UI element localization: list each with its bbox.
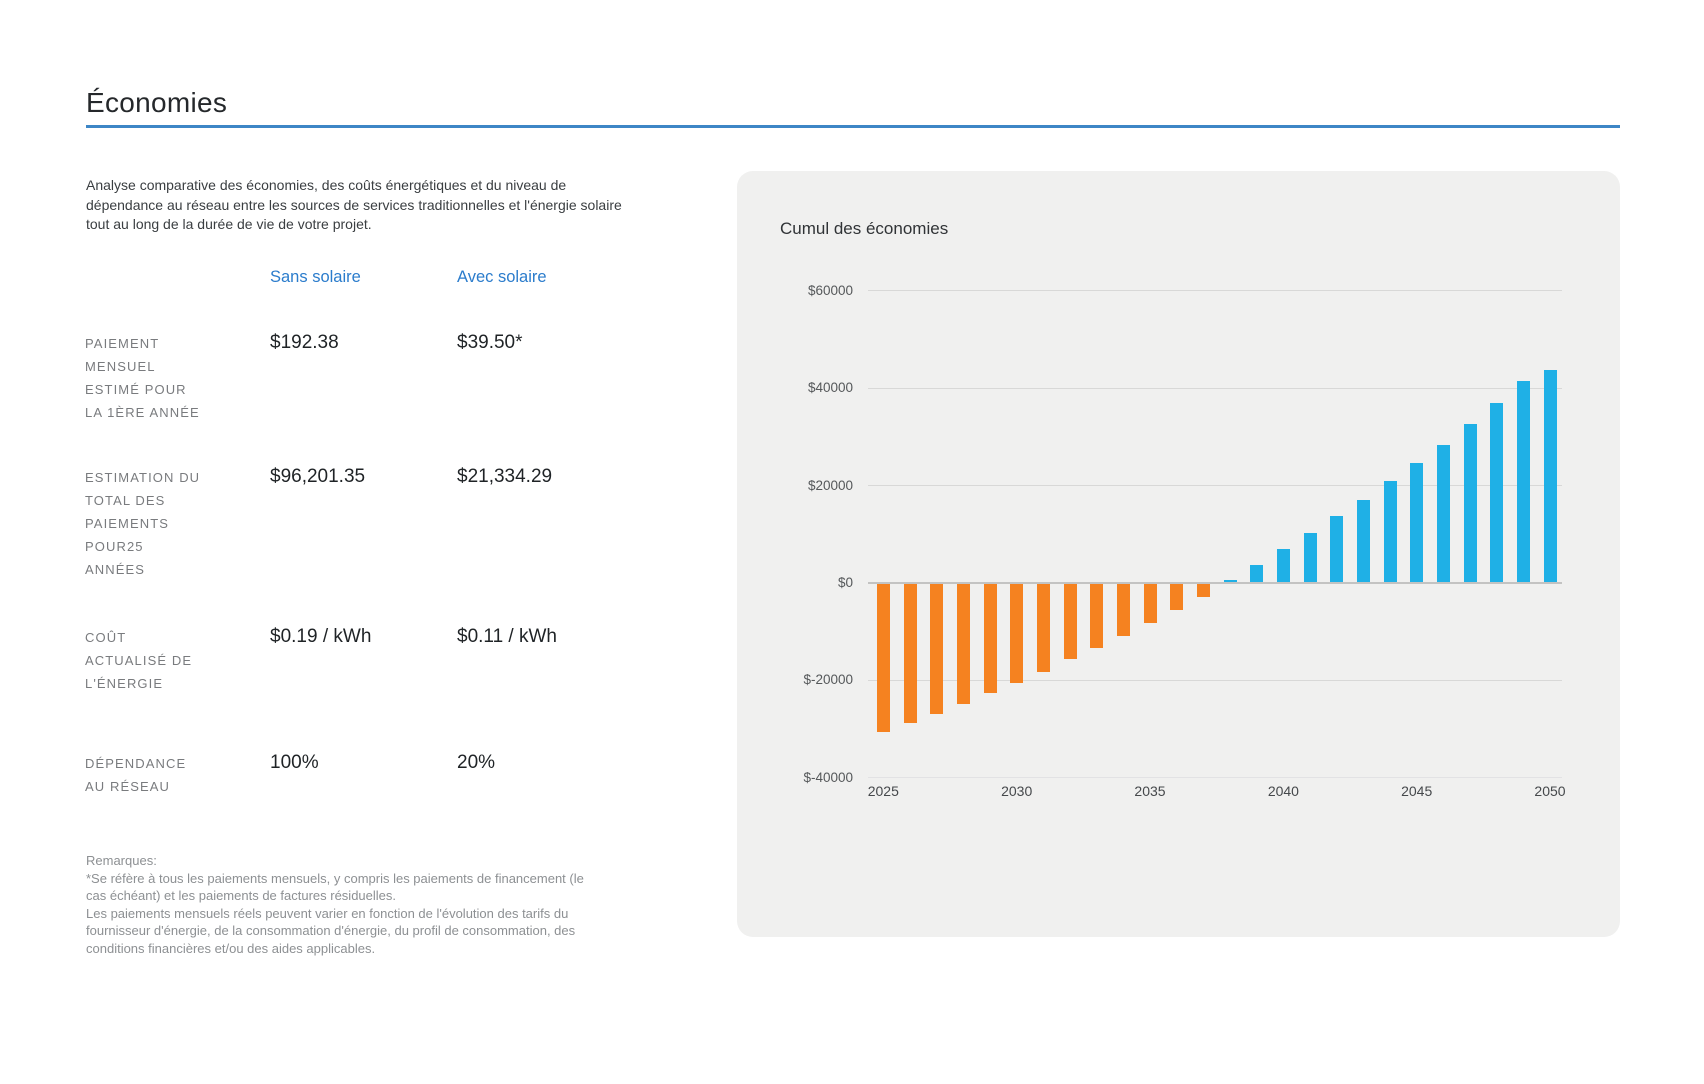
- y-axis-label: $20000: [807, 477, 853, 493]
- bar-year-2048: [1490, 403, 1504, 582]
- row-value-with-solar: $39.50*: [457, 332, 523, 353]
- x-axis-label: 2040: [1267, 783, 1299, 799]
- bar-year-2038: [1223, 579, 1237, 582]
- x-axis-label: 2025: [867, 783, 899, 799]
- page-title: Économies: [86, 86, 228, 118]
- bar-year-2033: [1090, 584, 1104, 648]
- bar-year-2035: [1143, 584, 1157, 623]
- bar-year-2044: [1383, 481, 1397, 582]
- bar-year-2043: [1356, 499, 1370, 582]
- gridline: [868, 582, 1562, 584]
- bar-year-2042: [1330, 516, 1344, 582]
- row-value-without-solar: $96,201.35: [270, 466, 366, 487]
- row-value-without-solar: 100%: [270, 752, 319, 773]
- bar-year-2036: [1170, 584, 1184, 611]
- chart-title: Cumul des économies: [780, 219, 949, 238]
- bar-year-2029: [983, 584, 997, 694]
- bar-year-2034: [1116, 584, 1130, 637]
- row-label-total-payments: ESTIMATION DU TOTAL DES PAIEMENTS POUR25…: [85, 470, 201, 577]
- footnotes: Remarques: *Se réfère à tous les paiemen…: [86, 853, 584, 956]
- x-axis-label: 2045: [1401, 783, 1433, 799]
- row-label-grid-dependence: DÉPENDANCE AU RÉSEAU: [85, 756, 187, 794]
- intro-text: Analyse comparative des économies, des c…: [86, 177, 622, 232]
- bar-year-2039: [1250, 565, 1264, 582]
- column-header-without-solar: Sans solaire: [270, 268, 361, 286]
- gridline: [868, 777, 1562, 779]
- bar-year-2031: [1036, 584, 1050, 672]
- gridline: [868, 290, 1562, 292]
- x-axis-label: 2030: [1001, 783, 1033, 799]
- bar-year-2041: [1303, 532, 1317, 582]
- title-underline: [86, 125, 1620, 128]
- x-axis-label: 2035: [1134, 783, 1166, 799]
- y-axis-label: $40000: [807, 380, 853, 396]
- gridline: [868, 679, 1562, 681]
- bar-year-2045: [1410, 463, 1424, 582]
- bar-year-2040: [1276, 548, 1290, 582]
- y-axis-label: $-40000: [803, 769, 853, 785]
- gridline: [868, 485, 1562, 487]
- x-axis-label: 2050: [1534, 783, 1566, 799]
- row-value-with-solar: 20%: [457, 752, 496, 773]
- bar-year-2028: [956, 584, 970, 705]
- bar-year-2037: [1196, 584, 1210, 598]
- row-label-energy-cost: COÛT ACTUALISÉ DE L'ÉNERGIE: [85, 630, 193, 691]
- y-axis-label: $-20000: [803, 672, 853, 688]
- bar-year-2030: [1010, 584, 1024, 683]
- bar-year-2025: [876, 584, 890, 733]
- y-axis-label: $0: [837, 575, 853, 590]
- bar-year-2027: [930, 584, 944, 715]
- bar-year-2046: [1436, 445, 1450, 582]
- gridline: [868, 387, 1562, 389]
- bar-year-2026: [903, 584, 917, 723]
- row-value-without-solar: $0.19 / kWh: [270, 626, 372, 647]
- cumulative-savings-chart-panel: Cumul des économies $60000 $40000 $20000 $0…: [737, 171, 1620, 937]
- bar-year-2032: [1063, 584, 1077, 659]
- y-axis-label: $60000: [807, 282, 853, 298]
- row-value-with-solar: $21,334.29: [457, 466, 553, 487]
- bar-year-2047: [1463, 424, 1477, 582]
- row-label-monthly-payment: PAIEMENT MENSUEL ESTIMÉ POUR LA 1ÈRE ANN…: [85, 336, 200, 420]
- row-value-with-solar: $0.11 / kWh: [457, 626, 557, 647]
- bar-year-2050: [1543, 369, 1557, 582]
- bar-year-2049: [1516, 381, 1530, 582]
- row-value-without-solar: $192.38: [270, 332, 339, 353]
- column-header-with-solar: Avec solaire: [457, 268, 547, 286]
